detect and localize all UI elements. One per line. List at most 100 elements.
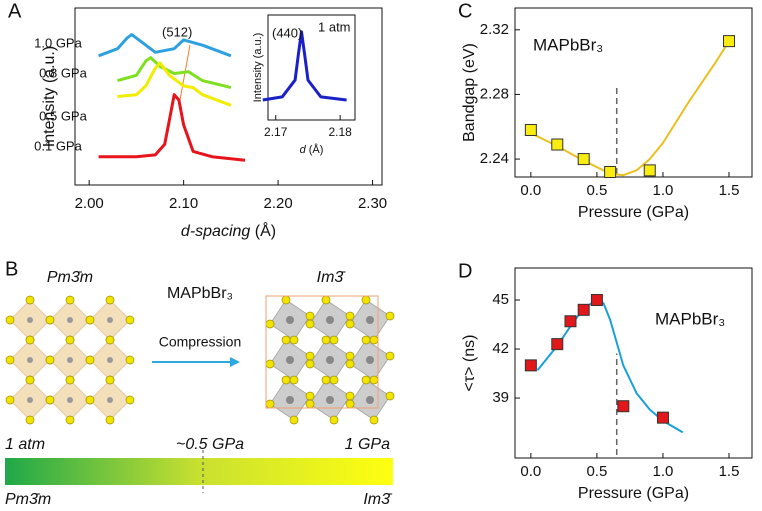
data-line (117, 56, 232, 90)
atom (65, 335, 75, 345)
atom (27, 397, 33, 403)
annotation: MAPbBr₃ (655, 309, 725, 328)
atom (366, 316, 374, 324)
x-tick-label: 1.5 (719, 182, 740, 199)
atom (125, 355, 135, 365)
atom (326, 396, 334, 404)
atom (329, 415, 339, 425)
series-label: 0.1 GPa (34, 138, 82, 153)
data-line (117, 61, 232, 107)
atom (25, 375, 35, 385)
data-point (577, 303, 590, 316)
data-point (564, 315, 577, 328)
annotation: MAPbBr₃ (533, 35, 603, 54)
data-point (577, 153, 590, 166)
x-axis-label-unit: (Å) (250, 221, 276, 240)
atom (286, 396, 294, 404)
data-line (536, 299, 684, 434)
phase-label: Pm3̄m (47, 269, 93, 286)
y-axis-label: Intensity (a.u.) (252, 33, 264, 103)
panel-label: C (458, 0, 472, 22)
atom (107, 397, 113, 403)
atom (326, 356, 334, 364)
x-tick-label: 1.0 (653, 463, 674, 480)
x-axis-label-var: d (300, 144, 307, 156)
atom (366, 396, 374, 404)
plot-frame (74, 7, 383, 186)
data-point (551, 138, 564, 151)
panel-label: D (458, 260, 472, 282)
atom (305, 399, 315, 409)
atom (67, 317, 73, 323)
scale-label: 1 atm (5, 436, 45, 453)
atom (305, 391, 315, 401)
atom (361, 375, 371, 385)
series-label: 1.0 GPa (34, 35, 82, 50)
atom (305, 319, 315, 329)
atom (361, 335, 371, 345)
atom (369, 375, 379, 385)
x-tick-label: 2.20 (263, 195, 292, 212)
atom (345, 351, 355, 361)
atom (125, 395, 135, 405)
atom (345, 359, 355, 369)
atom (25, 335, 35, 345)
y-tick-label: 2.32 (480, 21, 509, 38)
scale-label: 1 GPa (345, 436, 390, 453)
atom (27, 357, 33, 363)
atom (281, 335, 291, 345)
atom (305, 359, 315, 369)
x-axis-label-var: d-spacing (181, 223, 250, 240)
data-line (98, 93, 246, 162)
atom (65, 295, 75, 305)
atom (25, 415, 35, 425)
x-tick-label: 0.5 (586, 463, 607, 480)
atom (289, 415, 299, 425)
data-point (604, 165, 617, 178)
atom (305, 351, 315, 361)
phase-label: Im3̄ (317, 269, 347, 286)
atom (345, 311, 355, 321)
data-point (551, 338, 564, 351)
atom (125, 315, 135, 325)
x-axis-label-unit: (Å) (306, 143, 324, 156)
atom (286, 316, 294, 324)
atom (385, 351, 395, 361)
x-tick-label: 0.0 (520, 463, 541, 480)
atom (289, 335, 299, 345)
atom (105, 415, 115, 425)
arrow-label: Compression (159, 334, 241, 350)
annotation: (440) (272, 25, 302, 40)
panel-label: A (8, 0, 22, 22)
unit-cell (265, 295, 379, 409)
atom (265, 359, 275, 369)
atom (25, 295, 35, 305)
atom (265, 399, 275, 409)
data-point (590, 294, 603, 307)
atom (65, 375, 75, 385)
x-tick-label: 1.5 (719, 463, 740, 480)
y-axis-label: Intensity (a.u.) (41, 46, 58, 147)
atom (107, 317, 113, 323)
annotation: 1 atm (318, 19, 351, 34)
y-tick-label: 45 (492, 291, 509, 308)
atom (45, 355, 55, 365)
atom (5, 395, 15, 405)
atom (65, 415, 75, 425)
series-label: 0.8 GPa (39, 65, 87, 80)
plot-frame (514, 267, 753, 459)
atom (345, 399, 355, 409)
atom (85, 395, 95, 405)
atom (366, 356, 374, 364)
atom (369, 415, 379, 425)
x-axis-label: Pressure (GPa) (578, 204, 689, 221)
atom (265, 319, 275, 329)
atom (281, 295, 291, 305)
atom (5, 315, 15, 325)
x-tick-label: 1.0 (653, 182, 674, 199)
x-tick-label: 2.18 (328, 125, 352, 139)
atom (289, 375, 299, 385)
atom (67, 357, 73, 363)
panel-label: B (5, 258, 18, 280)
atom (326, 316, 334, 324)
